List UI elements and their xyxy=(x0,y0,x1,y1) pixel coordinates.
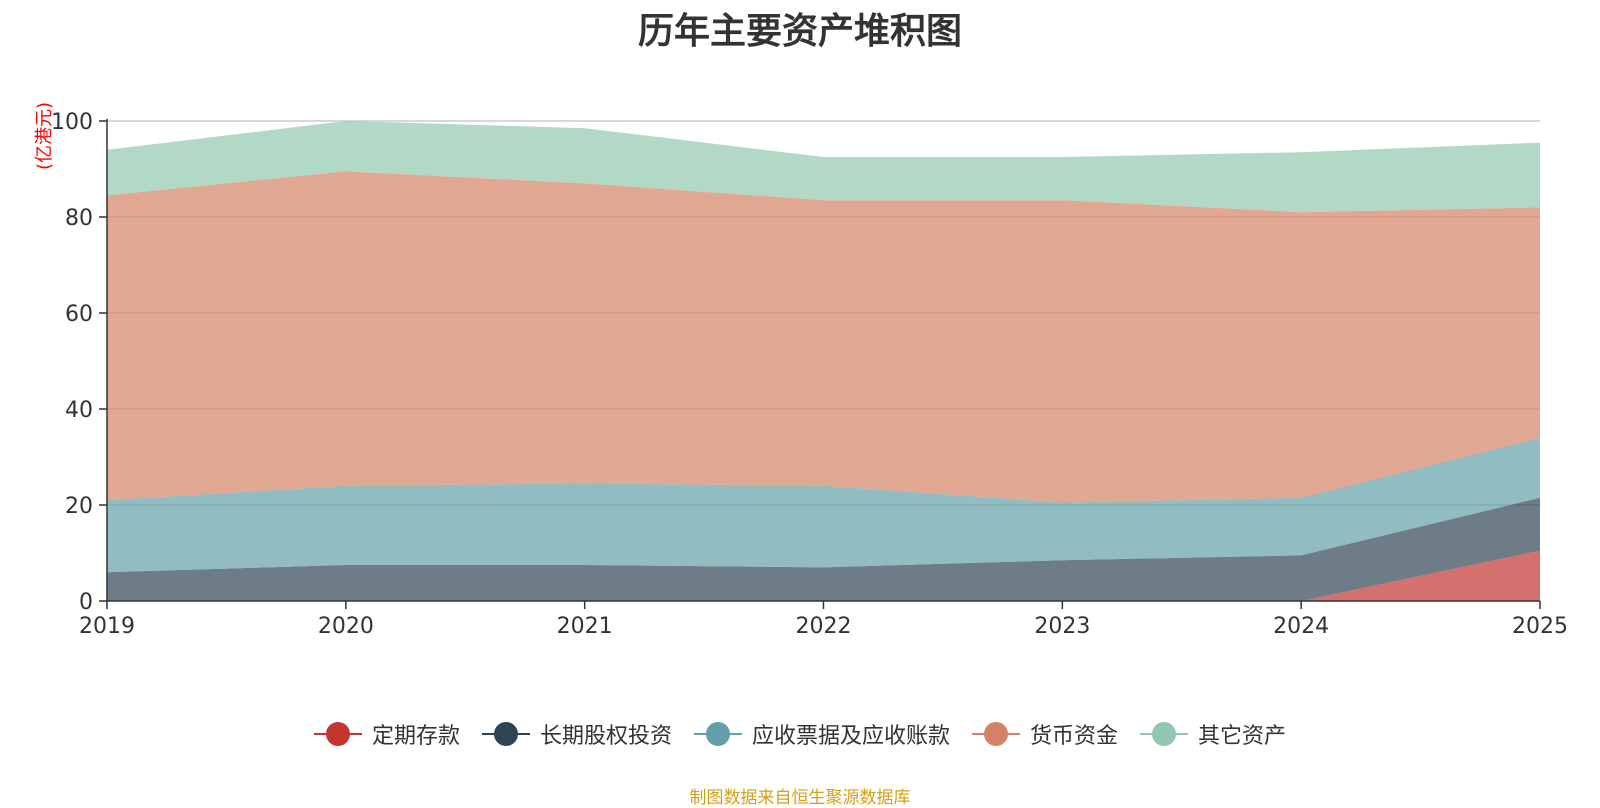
y-tick-label-20: 20 xyxy=(65,494,93,519)
legend-item-1[interactable]: 长期股权投资 xyxy=(481,718,672,750)
legend-marker-2 xyxy=(693,722,742,746)
area-series-0 xyxy=(107,550,1540,601)
area-series-3 xyxy=(107,171,1540,503)
legend-label-3: 货币资金 xyxy=(1030,724,1119,749)
legend-dot-0 xyxy=(325,722,350,746)
y-tick-label-80: 80 xyxy=(65,206,93,231)
legend-label-2: 应收票据及应收账款 xyxy=(751,724,950,749)
legend-label-4: 其它资产 xyxy=(1198,724,1287,749)
legend-label-0: 定期存款 xyxy=(371,724,460,749)
legend-label-1: 长期股权投资 xyxy=(539,724,672,749)
legend-item-4[interactable]: 其它资产 xyxy=(1140,718,1286,750)
area-series-group xyxy=(107,121,1540,601)
legend-dot-1 xyxy=(493,722,518,746)
legend: 定期存款 长期股权投资 应收票据及应收账款 货币资金 其它资产 xyxy=(0,718,1600,750)
x-tick-label-2020: 2020 xyxy=(318,614,374,639)
x-tick-label-2019: 2019 xyxy=(79,614,135,639)
legend-dot-3 xyxy=(984,722,1008,746)
legend-marker-4 xyxy=(1140,722,1189,746)
legend-marker-3 xyxy=(972,722,1020,746)
axes: 0 20 40 60 80 100 2019 2020 2021 2022 2023 2024 2025 xyxy=(51,110,1568,639)
legend-dot-2 xyxy=(705,722,730,746)
x-tick-label-2021: 2021 xyxy=(557,614,613,639)
legend-item-2[interactable]: 应收票据及应收账款 xyxy=(693,718,950,750)
x-tick-label-2024: 2024 xyxy=(1273,614,1329,639)
area-series-4 xyxy=(107,121,1540,213)
y-tick-label-40: 40 xyxy=(65,398,93,423)
y-tick-label-60: 60 xyxy=(65,302,93,327)
legend-item-0[interactable]: 定期存款 xyxy=(313,718,460,750)
legend-marker-0 xyxy=(313,722,362,746)
source-note: 制图数据来自恒生聚源数据库 xyxy=(689,788,911,808)
area-series-2 xyxy=(107,437,1540,573)
y-axis-unit-label: (亿港元) xyxy=(34,102,55,170)
x-tick-label-2022: 2022 xyxy=(796,614,852,639)
legend-dot-4 xyxy=(1152,722,1177,746)
legend-item-3[interactable]: 货币资金 xyxy=(972,718,1118,750)
y-tick-label-100: 100 xyxy=(51,110,93,135)
chart-title: 历年主要资产堆积图 xyxy=(637,11,962,52)
x-tick-label-2025: 2025 xyxy=(1512,614,1568,639)
y-tick-label-0: 0 xyxy=(79,590,93,615)
x-tick-label-2023: 2023 xyxy=(1034,614,1090,639)
legend-marker-1 xyxy=(481,722,530,746)
area-series-1 xyxy=(107,497,1540,601)
